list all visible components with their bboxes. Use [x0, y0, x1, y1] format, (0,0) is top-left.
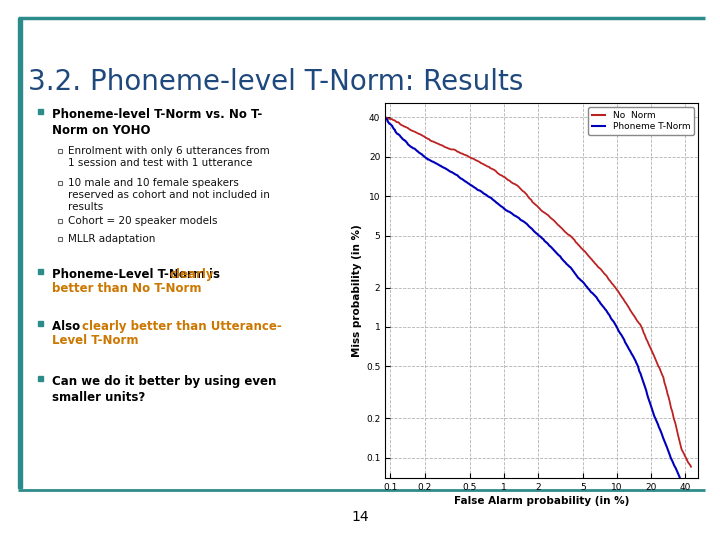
No  Norm	[606, 278, 615, 284]
Phoneme T-Norm	[617, 332, 626, 338]
Text: Enrolment with only 6 utterances from
1 session and test with 1 utterance: Enrolment with only 6 utterances from 1 …	[68, 146, 270, 168]
Text: Level T-Norm: Level T-Norm	[52, 334, 138, 347]
Legend: No  Norm, Phoneme T-Norm: No Norm, Phoneme T-Norm	[588, 107, 694, 135]
No  Norm	[607, 280, 616, 286]
Text: Also: Also	[52, 320, 84, 333]
Bar	[58, 237, 62, 241]
Text: Phoneme-level T-Norm vs. No T-
Norm on YOHO: Phoneme-level T-Norm vs. No T- Norm on Y…	[52, 108, 262, 137]
No  Norm	[381, 114, 390, 120]
Bar	[38, 109, 43, 114]
Phoneme T-Norm	[585, 286, 593, 293]
Bar	[18, 18, 22, 488]
Bar	[58, 149, 62, 153]
Line: No  Norm: No Norm	[385, 117, 691, 467]
Bar	[58, 219, 62, 223]
X-axis label: False Alarm probability (in %): False Alarm probability (in %)	[454, 496, 629, 506]
Phoneme T-Norm	[405, 141, 413, 148]
Phoneme T-Norm	[693, 511, 701, 517]
Line: Phoneme T-Norm: Phoneme T-Norm	[385, 117, 697, 514]
Phoneme T-Norm	[615, 328, 624, 335]
No  Norm	[579, 247, 588, 253]
Text: clearly: clearly	[170, 268, 215, 281]
Text: Phoneme-Level T-Norm is: Phoneme-Level T-Norm is	[52, 268, 224, 281]
Bar	[38, 269, 43, 274]
Bar	[38, 321, 43, 326]
No  Norm	[687, 463, 696, 470]
Bar	[58, 181, 62, 185]
Phoneme T-Norm	[496, 202, 505, 209]
No  Norm	[499, 173, 508, 180]
Y-axis label: Miss probability (in %): Miss probability (in %)	[352, 224, 361, 356]
Bar	[38, 376, 43, 381]
Text: clearly better than Utterance-: clearly better than Utterance-	[82, 320, 282, 333]
Text: 3.2. Phoneme-level T-Norm: Results: 3.2. Phoneme-level T-Norm: Results	[28, 68, 523, 96]
Text: better than No T-Norm: better than No T-Norm	[52, 282, 202, 295]
No  Norm	[412, 130, 420, 136]
Text: MLLR adaptation: MLLR adaptation	[68, 234, 156, 244]
Text: 14: 14	[351, 510, 369, 524]
Phoneme T-Norm	[474, 187, 482, 193]
Text: 10 male and 10 female speakers
reserved as cohort and not included in
results: 10 male and 10 female speakers reserved …	[68, 178, 270, 212]
Text: Can we do it better by using even
smaller units?: Can we do it better by using even smalle…	[52, 375, 276, 404]
Phoneme T-Norm	[381, 114, 390, 120]
Text: Cohort = 20 speaker models: Cohort = 20 speaker models	[68, 216, 217, 226]
No  Norm	[476, 159, 485, 166]
